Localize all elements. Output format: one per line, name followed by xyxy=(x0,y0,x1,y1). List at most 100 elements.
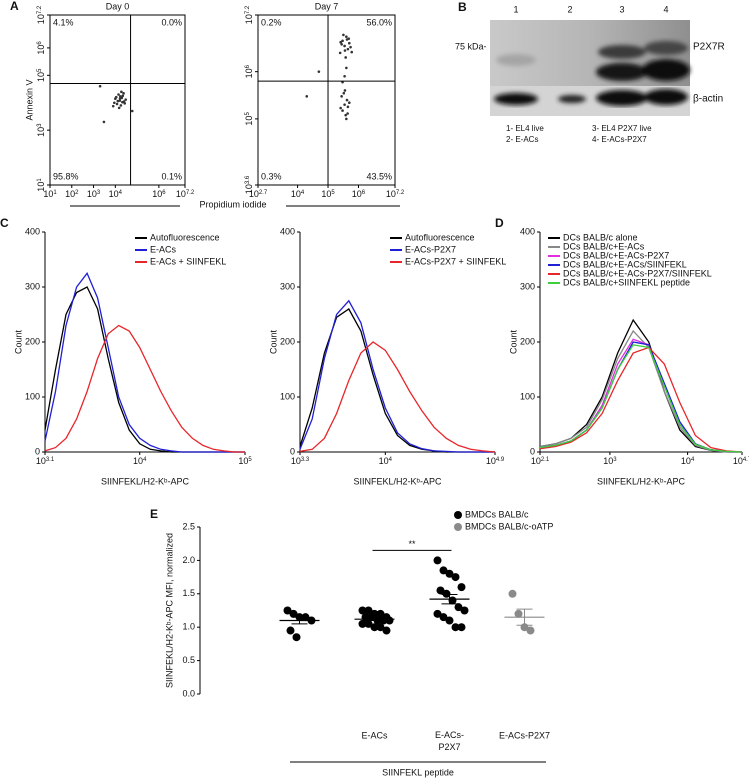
dot xyxy=(433,556,442,565)
histogram-line xyxy=(539,346,743,453)
y-axis-label: Count xyxy=(13,330,23,355)
point xyxy=(121,100,124,104)
actin-bands xyxy=(494,89,688,106)
dot xyxy=(385,616,394,625)
point xyxy=(343,103,346,106)
x-tick-label: 107.2 xyxy=(386,189,405,199)
error-bar xyxy=(366,617,383,622)
y-tick-label: 107.2 xyxy=(244,5,254,24)
y-tick-label: 400 xyxy=(520,226,535,236)
label-bg xyxy=(180,198,286,213)
legend-label: BMDCs BALB/c-oATP xyxy=(465,521,553,531)
point xyxy=(118,97,122,100)
dot xyxy=(286,626,295,635)
point xyxy=(341,109,344,112)
x-tick-label: E-ACs xyxy=(361,730,388,740)
point xyxy=(120,90,123,94)
quadrant-label: 56.0% xyxy=(366,17,392,27)
dot xyxy=(442,589,451,598)
y-tick-label: 105 xyxy=(36,68,46,82)
y-tick-label: 100 xyxy=(25,391,40,401)
band-label: β-actin xyxy=(693,94,723,105)
x-tick-label: 105 xyxy=(238,456,252,466)
y-tick-label: 0.0 xyxy=(182,688,195,698)
quadrant-label: 0.1% xyxy=(161,171,182,181)
lane-legend: 3- EL4 P2X7 live xyxy=(592,124,652,133)
point xyxy=(345,117,348,121)
x-tick-label: E-ACs-P2X7 xyxy=(435,730,464,752)
dot xyxy=(454,603,463,612)
y-tick-label: 103 xyxy=(36,123,46,137)
dot xyxy=(460,606,469,615)
lane-legend: 1- EL4 live xyxy=(506,124,544,133)
dot xyxy=(451,623,460,632)
y-axis-label: Count xyxy=(268,330,278,355)
dot xyxy=(376,623,385,632)
y-axis-label: Count xyxy=(508,330,518,355)
dot xyxy=(439,613,448,622)
dot xyxy=(376,609,385,618)
x-tick-label: 105 xyxy=(321,189,335,199)
panel-b: B 1 2 3 4 75 kDa- P2X7R β-actin 1- EL4 l… xyxy=(455,0,725,144)
y-tick-label: 105 xyxy=(244,112,254,126)
legend-label: BMDCs BALB/c xyxy=(465,509,529,519)
histogram-line xyxy=(299,299,495,453)
y-tick-label: 400 xyxy=(25,226,40,236)
x-axis-label: Propidium iodide xyxy=(199,199,266,209)
point xyxy=(339,40,342,44)
lane-label: 3 xyxy=(619,4,624,14)
x-tick-label: 106 xyxy=(152,189,166,199)
point xyxy=(350,50,354,54)
histogram-line xyxy=(539,329,742,453)
point xyxy=(342,91,346,95)
dot xyxy=(433,609,442,618)
dot xyxy=(370,623,379,632)
y-tick-label: 103.6 xyxy=(244,175,254,194)
legend-label: DCs BALB/c+E-ACs/SIINFEKL xyxy=(563,259,687,269)
point xyxy=(346,112,349,115)
histogram-line xyxy=(44,324,245,453)
y-tick-label: 100 xyxy=(520,391,535,401)
dot xyxy=(514,609,523,618)
dot xyxy=(436,586,445,595)
dot xyxy=(358,606,367,615)
y-tick-label: 0 xyxy=(35,446,40,456)
point xyxy=(114,95,118,99)
point xyxy=(342,33,345,37)
x-tick-label: 104.9 xyxy=(486,456,505,466)
point xyxy=(117,93,120,96)
point xyxy=(113,101,116,105)
blot-bands xyxy=(496,41,690,81)
legend-label: DCs BALB/c+SIINFEKL peptide xyxy=(563,277,690,287)
y-tick-label: 2.5 xyxy=(182,521,195,531)
point xyxy=(345,98,349,102)
x-tick-label: 102 xyxy=(65,189,79,199)
quadrant-label: 43.5% xyxy=(366,171,392,181)
point xyxy=(343,49,347,52)
y-tick-label: 1.0 xyxy=(182,622,195,632)
legend-label: DCs BALB/c+E-ACs-P2X7/SIINFEKL xyxy=(563,268,712,278)
plot-frame xyxy=(49,14,186,186)
y-tick-label: 0.5 xyxy=(182,655,195,665)
y-axis-label: Annexin V xyxy=(24,79,34,120)
x-axis-label: SIINFEKL/H2-Kᵇ-APC xyxy=(101,476,189,486)
point xyxy=(347,37,351,40)
x-tick-label: 104.7 xyxy=(733,456,749,466)
dot xyxy=(358,619,367,628)
panel-label: D xyxy=(495,216,504,230)
group-label: SIINFEKL peptide xyxy=(382,767,454,777)
point xyxy=(305,95,309,98)
legend-label: E-ACs + SIINFEKL xyxy=(150,256,226,266)
panel-label: C xyxy=(0,216,9,230)
histogram-line xyxy=(44,286,245,453)
y-tick-label: 106 xyxy=(244,64,254,78)
dot xyxy=(364,606,373,615)
quadrant-label: 0.3% xyxy=(261,171,282,181)
histogram-line xyxy=(299,308,495,453)
point xyxy=(340,42,343,46)
histogram-line xyxy=(539,344,743,453)
point xyxy=(111,104,115,108)
y-tick-label: 1.5 xyxy=(182,588,195,598)
legend-label: DCs BALB/c+E-ACs xyxy=(563,241,645,251)
point xyxy=(339,106,342,110)
